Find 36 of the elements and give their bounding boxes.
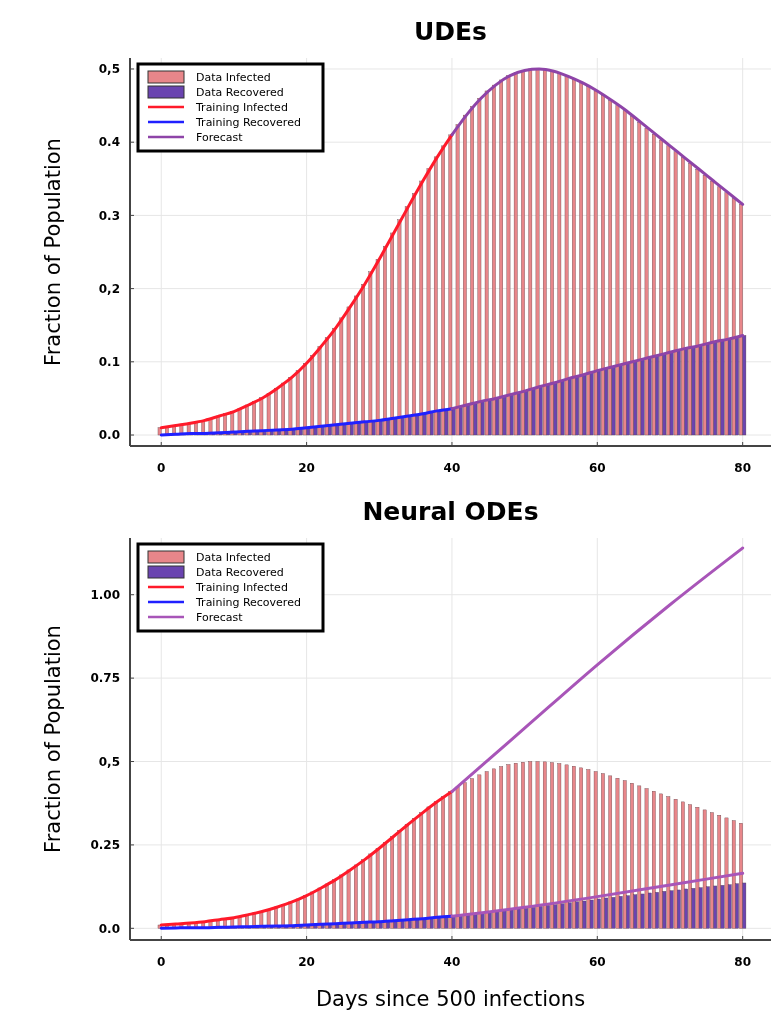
x-tick-label: 40 [443,955,461,969]
y-tick-label: 0.75 [90,671,120,686]
y-axis-title: Fraction of Population [41,138,65,366]
y-tick-label: 0,5 [98,62,120,77]
y-tick-label: 0.0 [98,921,120,936]
legend-label: Forecast [196,130,244,144]
legend-label: Training Infected [195,100,288,114]
x-tick-label: 60 [588,461,606,475]
legend-label: Training Recovered [195,115,301,129]
x-tick-label: 0 [157,955,166,969]
legend-label: Data Infected [196,70,271,84]
y-axis-title: Fraction of Population [41,625,65,853]
x-tick-label: 20 [298,955,315,969]
x-tick-label: 80 [734,955,752,969]
legend-label: Data Recovered [196,85,284,99]
x-tick-label: 0 [157,461,166,475]
chart-title: UDEs [413,17,488,46]
y-tick-label: 0.25 [90,838,120,853]
chart-title: Neural ODEs [362,497,539,526]
y-tick-label: 0.1 [98,355,120,370]
y-tick-label: 0.3 [98,208,120,223]
x-tick-label: 80 [734,461,752,475]
x-tick-label: 60 [588,955,606,969]
legend-label: Training Infected [195,580,288,594]
legend-label: Training Recovered [195,595,301,609]
legend-label: Data Infected [196,550,271,564]
y-tick-label: 0,5 [98,754,120,769]
legend-label: Data Recovered [196,565,284,579]
y-tick-label: 1.00 [90,587,120,602]
y-tick-label: 0.0 [98,428,120,443]
x-tick-label: 40 [443,461,461,475]
x-axis-title: Days since 500 infections [315,987,586,1011]
y-tick-label: 0,2 [98,281,120,296]
y-tick-label: 0.4 [98,135,120,150]
legend-label: Forecast [196,610,244,624]
x-tick-label: 20 [298,461,315,475]
